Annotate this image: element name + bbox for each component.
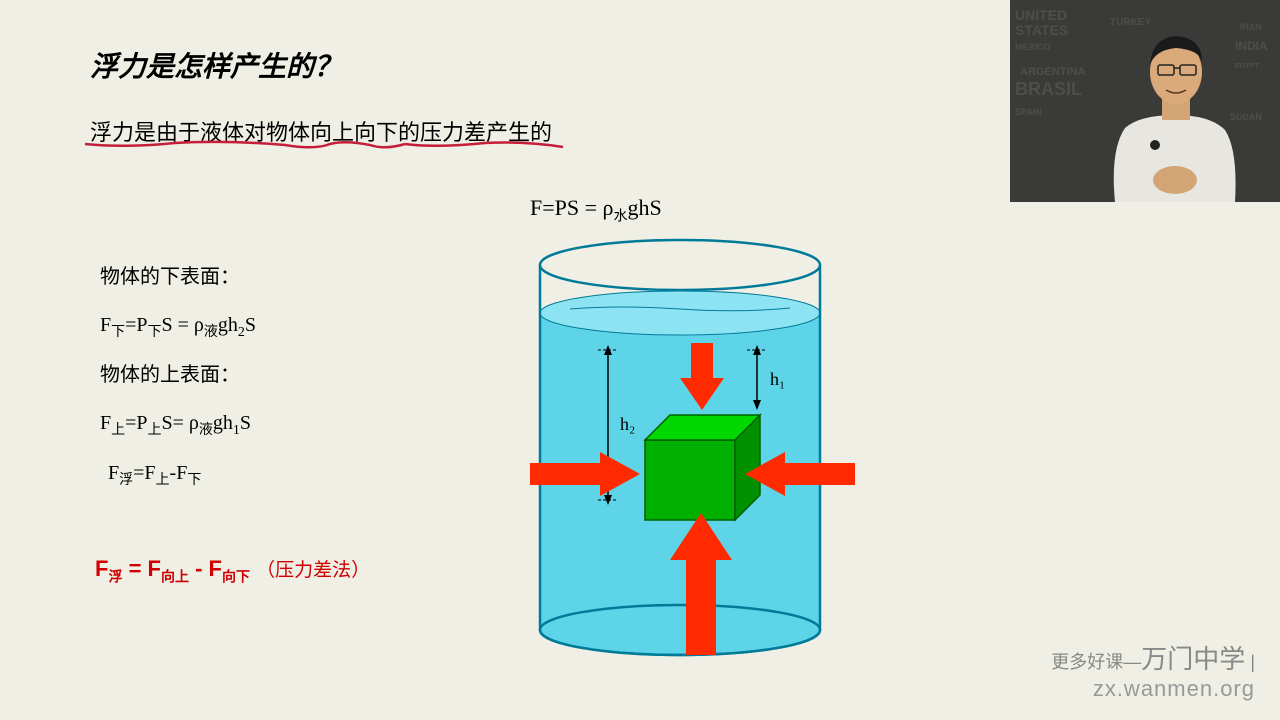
formula-main: F=PS = ρ水ghS — [530, 195, 662, 225]
branding-prefix: 更多好课 — [1051, 652, 1123, 672]
svg-text:IRAN: IRAN — [1240, 22, 1262, 32]
formula-f-bottom: F下=P下S = ρ液gh2S — [100, 303, 256, 349]
webcam-background: UNITED STATES TURKEY MEXICO ARGENTINA BR… — [1010, 0, 1280, 202]
webcam-scene: UNITED STATES TURKEY MEXICO ARGENTINA BR… — [1010, 0, 1280, 202]
label-h1: h₁ — [770, 369, 785, 389]
derivation-block: 物体的下表面： F下=P下S = ρ液gh2S 物体的上表面： F上=P上S= … — [100, 255, 256, 500]
result-formula: F浮 = F向上 - F向下 （压力差法） — [95, 555, 370, 586]
formula-f-top: F上=P上S= ρ液gh1S — [100, 401, 256, 447]
svg-text:BRASIL: BRASIL — [1015, 79, 1082, 99]
svg-text:EGYPT: EGYPT — [1235, 63, 1259, 70]
result-note: （压力差法） — [256, 560, 370, 581]
buoyancy-diagram: h₁ h₂ — [490, 235, 870, 665]
underline-annotation — [85, 138, 565, 158]
text-top-surface: 物体的上表面： — [100, 353, 256, 397]
cube — [645, 415, 760, 520]
svg-text:INDIA: INDIA — [1235, 39, 1268, 53]
svg-text:TURKEY: TURKEY — [1110, 17, 1151, 28]
branding-name: 万门中学 — [1141, 645, 1245, 674]
branding-watermark: 更多好课—万门中学 | zx.wanmen.org — [1051, 639, 1255, 702]
formula-f-buoy: F浮=F上-F下 — [108, 451, 256, 497]
svg-text:SUDAN: SUDAN — [1230, 112, 1262, 122]
branding-line1: 更多好课—万门中学 | — [1051, 639, 1255, 676]
svg-text:MEXICO: MEXICO — [1015, 42, 1051, 52]
branding-url: zx.wanmen.org — [1051, 676, 1255, 702]
svg-text:UNITED: UNITED — [1015, 7, 1067, 23]
svg-text:STATES: STATES — [1015, 22, 1068, 38]
presenter-webcam: UNITED STATES TURKEY MEXICO ARGENTINA BR… — [1010, 0, 1280, 202]
svg-text:SPAIN: SPAIN — [1015, 107, 1042, 117]
label-h2: h₂ — [620, 414, 635, 434]
svg-text:ARGENTINA: ARGENTINA — [1020, 66, 1085, 78]
text-bottom-surface: 物体的下表面： — [100, 255, 256, 299]
